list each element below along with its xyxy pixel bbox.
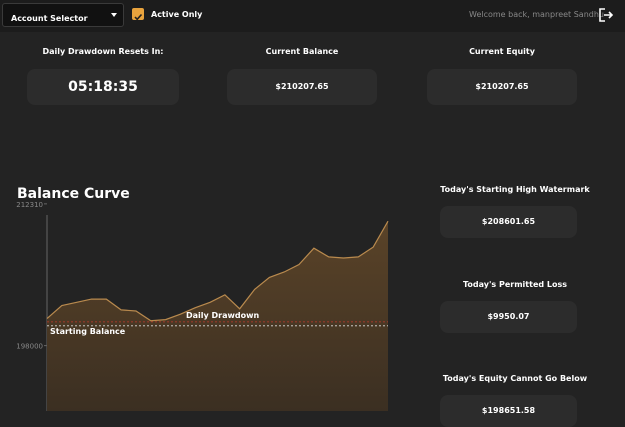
y-tick-label: 198000 <box>16 343 43 351</box>
area <box>47 221 388 411</box>
side-value: $198651.58 <box>440 395 577 427</box>
welcome-text: Welcome back, manpreet Sandhu <box>469 10 604 19</box>
account-selector[interactable]: Account Selector <box>2 3 124 27</box>
side-label: Today's Equity Cannot Go Below <box>442 374 588 383</box>
stat-label: Daily Drawdown Resets In: <box>42 47 164 56</box>
side-label: Today's Starting High Watermark <box>440 185 590 194</box>
stat-label: Current Equity <box>469 47 535 56</box>
stat-label: Current Balance <box>265 47 339 56</box>
balance-line <box>46 220 389 322</box>
y-tick-label: 212310 <box>16 201 43 209</box>
chart-title: Balance Curve <box>17 186 130 202</box>
stat-value: $210207.65 <box>427 69 577 105</box>
page: {"header":{"account_selector":"Account S… <box>2 3 614 415</box>
side-value: $208601.65 <box>440 206 577 238</box>
stat-value: $210207.65 <box>227 69 377 105</box>
balance-chart: 212310 198000 Daily Drawdown Starting Balan… <box>16 201 389 411</box>
annotation-label: Daily Drawdown <box>186 311 260 320</box>
side-value: $9950.07 <box>440 301 577 333</box>
side-label: Today's Permitted Loss <box>463 280 567 289</box>
active-checkbox[interactable] <box>132 8 144 21</box>
annotation-label: Starting Balance <box>50 327 126 336</box>
selector-text: Account Selector <box>11 14 88 23</box>
stat-value: 05:18:35 <box>27 69 179 105</box>
active-label: Active Only <box>151 10 203 19</box>
logout-button[interactable] <box>598 7 614 23</box>
caret <box>111 13 117 17</box>
check-icon <box>134 13 143 21</box>
